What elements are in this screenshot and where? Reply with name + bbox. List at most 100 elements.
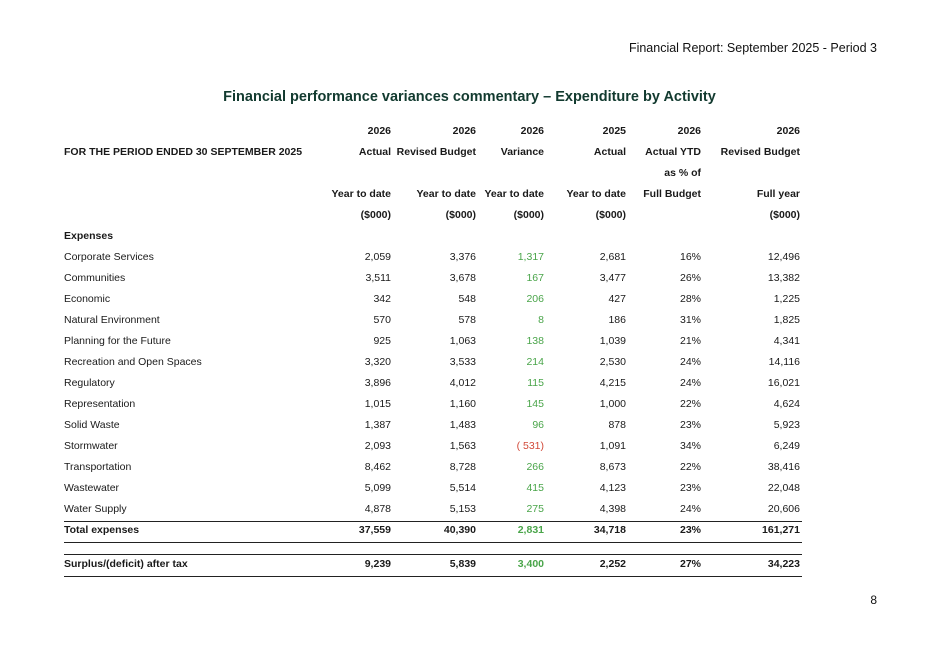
header-cell: 2026 [367, 125, 391, 137]
header-cell: Full Budget [643, 188, 701, 200]
header-cell: ($000) [595, 209, 626, 221]
cell-budget: 5,153 [449, 503, 476, 515]
header-cell: Revised Budget [720, 146, 800, 158]
cell-variance: ( 531) [516, 440, 544, 452]
cell-budget: 1,063 [449, 335, 476, 347]
cell-prior: 4,123 [599, 482, 626, 494]
cell-actual: 3,511 [365, 272, 392, 284]
cell-pct: 22% [679, 461, 701, 473]
section-label: Expenses [64, 230, 114, 242]
cell-prior: 878 [608, 419, 626, 431]
row-label: Recreation and Open Spaces [64, 356, 202, 368]
cell-variance: 2,831 [517, 524, 544, 536]
cell-actual: 1,387 [364, 419, 391, 431]
header-cell: ($000) [513, 209, 544, 221]
report-header: Financial Report: September 2025 - Perio… [628, 41, 877, 55]
cell-actual: 4,878 [364, 503, 391, 515]
cell-variance: 138 [526, 335, 544, 347]
cell-budget: 548 [458, 293, 476, 305]
header-cell: 2026 [452, 125, 476, 137]
row-label: Solid Waste [64, 419, 120, 431]
cell-budget: 3,678 [449, 272, 476, 284]
cell-full: 161,271 [762, 524, 800, 536]
cell-full: 22,048 [767, 482, 800, 494]
cell-variance: 266 [526, 461, 544, 473]
cell-variance: 115 [527, 377, 544, 389]
cell-prior: 1,091 [599, 440, 626, 452]
header-cell: ($000) [769, 209, 800, 221]
row-label: Representation [64, 398, 136, 410]
header-row-type: FOR THE PERIOD ENDED 30 SEPTEMBER 2025 A… [64, 142, 802, 163]
cell-budget: 578 [458, 314, 476, 326]
cell-full: 34,223 [767, 558, 800, 570]
cell-actual: 342 [373, 293, 391, 305]
cell-budget: 1,483 [449, 419, 476, 431]
cell-pct: 23% [679, 524, 701, 536]
cell-pct: 27% [679, 558, 701, 570]
cell-variance: 3,400 [517, 558, 544, 570]
cell-actual: 1,015 [364, 398, 391, 410]
header-cell: Year to date [416, 188, 476, 200]
header-cell: Full year [756, 188, 800, 200]
table-row: Recreation and Open Spaces 3,320 3,533 214 2… [64, 352, 802, 373]
page-number: 8 [870, 593, 877, 607]
header-cell: 2026 [776, 125, 800, 137]
cell-prior: 8,673 [599, 461, 626, 473]
row-label: Communities [64, 272, 126, 284]
surplus-row: Surplus/(deficit) after tax 9,239 5,839 … [64, 554, 802, 575]
cell-actual: 2,093 [364, 440, 391, 452]
cell-prior: 1,000 [599, 398, 626, 410]
cell-actual: 2,059 [364, 251, 391, 263]
section-row: Expenses [64, 226, 802, 247]
cell-prior: 1,039 [599, 335, 626, 347]
cell-pct: 34% [679, 440, 701, 452]
cell-actual: 9,239 [364, 558, 391, 570]
cell-full: 1,825 [773, 314, 800, 326]
cell-actual: 5,099 [364, 482, 391, 494]
cell-pct: 28% [679, 293, 701, 305]
cell-variance: 96 [532, 419, 544, 431]
table-row: Corporate Services 2,059 3,376 1,317 2,681 16… [64, 247, 802, 268]
surplus-bottom-rule [64, 576, 802, 577]
cell-budget: 3,376 [449, 251, 476, 263]
surplus-top-rule [64, 554, 802, 555]
cell-full: 14,116 [768, 356, 800, 368]
cell-prior: 2,530 [599, 356, 626, 368]
header-cell: Revised Budget [396, 146, 476, 158]
cell-pct: 23% [679, 419, 701, 431]
header-cell: Actual [358, 146, 391, 158]
table-row: Water Supply 4,878 5,153 275 4,398 24% 20,606 [64, 499, 802, 520]
header-row-year: 2026 2026 2026 2025 2026 2026 [64, 121, 802, 142]
cell-budget: 1,160 [449, 398, 476, 410]
cell-budget: 5,514 [449, 482, 476, 494]
cell-variance: 8 [538, 314, 544, 326]
table-row: Wastewater 5,099 5,514 415 4,123 23% 22,048 [64, 478, 802, 499]
cell-prior: 2,252 [599, 558, 626, 570]
cell-full: 5,923 [773, 419, 800, 431]
table-row: Planning for the Future 925 1,063 138 1,039 2… [64, 331, 802, 352]
cell-full: 13,382 [767, 272, 800, 284]
cell-full: 12,496 [767, 251, 800, 263]
row-label: Stormwater [64, 440, 118, 452]
cell-pct: 23% [679, 482, 701, 494]
cell-full: 20,606 [767, 503, 800, 515]
cell-actual: 37,559 [358, 524, 391, 536]
cell-variance: 167 [526, 272, 544, 284]
row-label: Planning for the Future [64, 335, 171, 347]
cell-prior: 3,477 [599, 272, 626, 284]
cell-prior: 4,215 [599, 377, 626, 389]
table-row: Stormwater 2,093 1,563 ( 531) 1,091 34% 6,249 [64, 436, 802, 457]
cell-budget: 4,012 [449, 377, 476, 389]
cell-prior: 4,398 [599, 503, 626, 515]
header-row-units: ($000) ($000) ($000) ($000) ($000) [64, 205, 802, 226]
row-label: Total expenses [64, 524, 140, 536]
header-cell: Actual YTD [645, 146, 701, 158]
table-row: Natural Environment 570 578 8 186 31% 1,825 [64, 310, 802, 331]
cell-full: 4,341 [773, 335, 800, 347]
cell-budget: 5,839 [449, 558, 476, 570]
table-row: Solid Waste 1,387 1,483 96 878 23% 5,923 [64, 415, 802, 436]
cell-variance: 206 [526, 293, 544, 305]
cell-budget: 3,533 [449, 356, 476, 368]
header-cell: ($000) [445, 209, 476, 221]
cell-pct: 24% [679, 377, 701, 389]
